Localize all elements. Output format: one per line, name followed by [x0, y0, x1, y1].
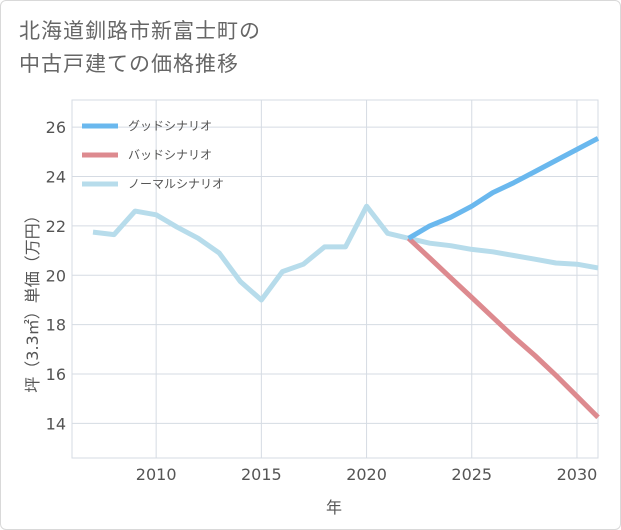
series-line-0	[407, 136, 600, 241]
y-axis-title: 坪（3.3㎡）単価（万円）	[23, 207, 42, 392]
x-tick-label: 2010	[136, 465, 177, 484]
legend-label-1: バッドシナリオ	[128, 148, 212, 162]
y-tick-label: 24	[46, 168, 66, 187]
x-tick-label: 2030	[557, 465, 598, 484]
y-tick-label: 20	[46, 266, 66, 285]
legend-label-2: ノーマルシナリオ	[128, 177, 224, 191]
y-tick-label: 18	[46, 316, 66, 335]
series-line-1	[406, 236, 600, 420]
x-tick-label: 2020	[346, 465, 387, 484]
legend-label-0: グッドシナリオ	[128, 119, 212, 133]
y-tick-label: 22	[46, 217, 66, 236]
grid-lines	[71, 99, 599, 459]
x-tick-label: 2015	[241, 465, 282, 484]
series-lines	[92, 136, 600, 420]
x-tick-label: 2025	[451, 465, 492, 484]
y-tick-label: 26	[46, 118, 66, 137]
x-axis-title: 年	[326, 498, 342, 517]
series-line-2	[92, 203, 599, 303]
plot-area-frame	[71, 99, 599, 459]
axes: 2010 2015 2020 2025 2030 14 16 18 20 22 24 26	[46, 118, 598, 484]
chart-title: 北海道釧路市新富士町の 中古戸建ての価格推移	[19, 19, 261, 76]
y-tick-label: 16	[46, 365, 66, 384]
y-tick-label: 14	[46, 414, 66, 433]
